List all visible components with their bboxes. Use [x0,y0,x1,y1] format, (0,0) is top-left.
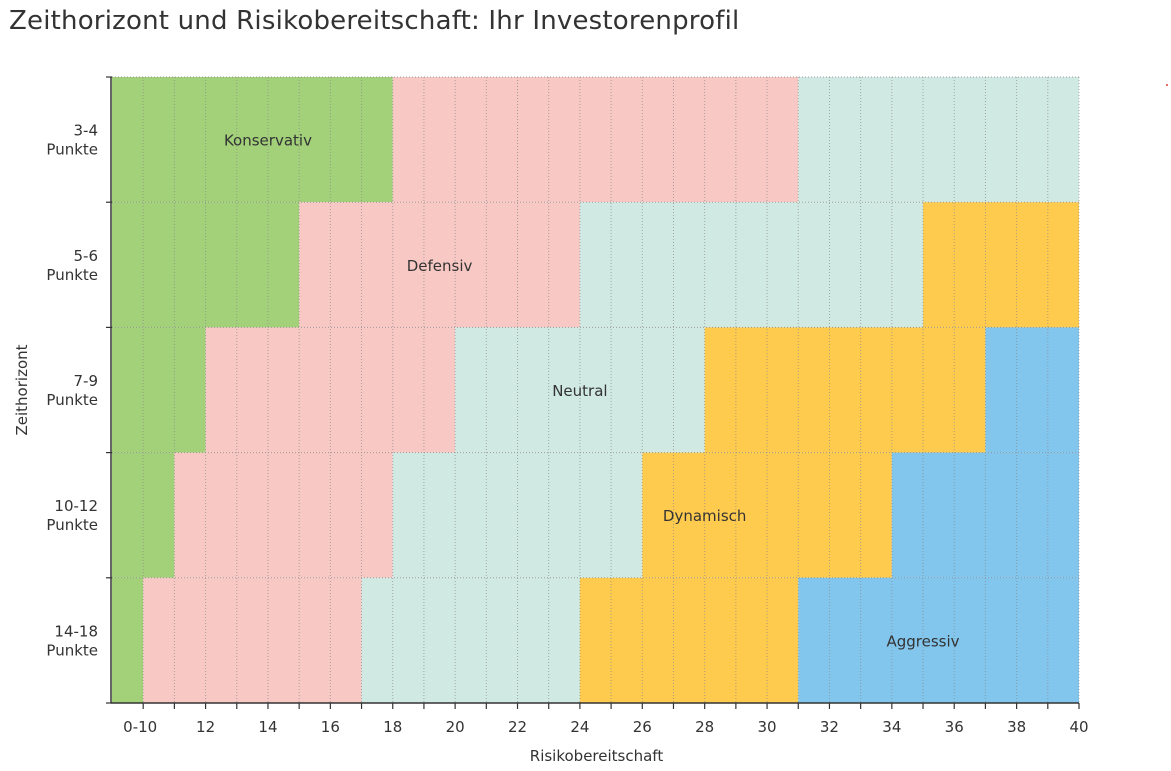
profile-label: Konservativ [224,132,312,150]
cell-defensiv-row-0 [392,77,799,203]
x-tick-label: 24 [570,718,589,736]
x-tick-label: 36 [945,718,964,736]
x-tick-label: 38 [1007,718,1026,736]
x-tick-label: 28 [695,718,714,736]
x-tick-label: 40 [1069,718,1088,736]
cell-dynamisch-row-2 [704,327,986,453]
cell-dynamisch-row-4 [579,577,799,703]
y-tick-label: 10-12 Punkte [46,497,98,534]
labels-layer: 0-10 12 14 16 18 20 22 24 26 28 30 32 34 36 38 403-4 Pun… [13,122,1089,765]
y-tick-label-line: 14-18 [54,622,98,640]
cell-aggressiv-row-2 [985,327,1079,453]
x-tick-label: 20 [446,718,465,736]
y-tick-label-line: Punkte [46,391,98,409]
cell-dynamisch-row-1 [923,202,1079,328]
y-tick-label: 5-6 Punkte [46,247,98,284]
y-tick-label-line: 5-6 [74,247,99,265]
y-tick-label-line: 10-12 [54,497,98,515]
cell-defensiv-row-3 [174,452,393,578]
x-tick-label: 30 [758,718,777,736]
y-tick-label-line: Punkte [46,266,98,284]
y-tick-label-line: Punkte [46,641,98,659]
profile-label: Neutral [552,382,607,400]
cell-defensiv-row-1 [299,202,580,328]
x-tick-label: 34 [882,718,901,736]
x-tick-label: 16 [321,718,340,736]
cell-aggressiv-row-4 [798,577,1079,703]
y-axis-label: Zeithorizont [13,344,31,435]
x-tick-label: 0-10 [123,718,157,736]
x-tick-label: 32 [820,718,839,736]
y-tick-label-line: 7-9 [74,372,99,390]
y-tick-label: 7-9 Punkte [46,372,98,409]
cell-konservativ-row-2 [112,327,206,453]
profile-label: Aggressiv [887,632,960,650]
axes-layer [106,76,1080,709]
cell-konservativ-row-1 [112,202,300,328]
x-tick-label: 12 [196,718,215,736]
cell-defensiv-row-4 [143,577,362,703]
x-tick-label: 22 [508,718,527,736]
cell-neutral-row-4 [361,577,580,703]
y-tick-label-line: Punkte [46,516,98,534]
cell-konservativ-row-4 [112,577,144,703]
x-tick-label: 18 [383,718,402,736]
y-tick-label: 14-18 Punkte [46,622,98,659]
cell-neutral-row-0 [798,77,1079,203]
x-tick-label: 26 [633,718,652,736]
profile-label: Defensiv [407,257,473,275]
chart-title: Zeithorizont und Risikobereitschaft: Ihr… [9,6,740,36]
cell-neutral-row-1 [579,202,924,328]
profile-label: Dynamisch [663,507,746,525]
annotation-layer: Konservativ Defensiv Neutral Dynamisch Aggre… [224,132,960,651]
y-tick-label-line: 3-4 [74,122,99,140]
x-tick-label: 14 [258,718,277,736]
y-tick-label-line: Punkte [46,141,98,159]
x-axis-label: Risikobereitschaft [530,747,664,765]
cells-layer [112,77,1079,703]
cell-konservativ-row-0 [112,77,393,203]
red-dot-marker [1166,84,1168,86]
y-tick-label: 3-4 Punkte [46,122,98,159]
